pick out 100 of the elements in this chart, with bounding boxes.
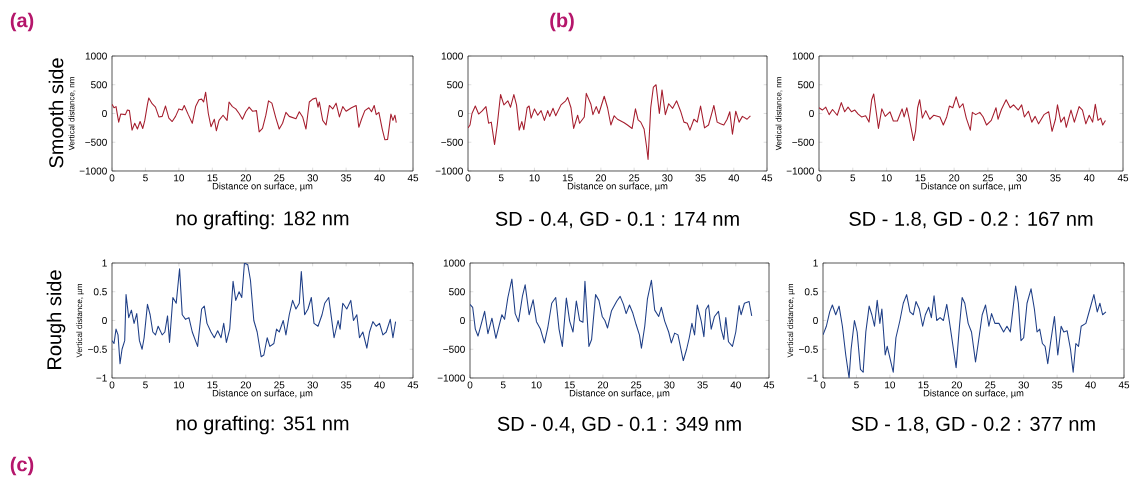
text: SD - 1.8, GD - 0.2 : 167 nm: [849, 211, 1093, 229]
x-tick-label: 5: [498, 174, 504, 182]
y-tick-label: −500: [443, 345, 465, 353]
text: no grafting: 182 nm: [176, 210, 349, 230]
y-tick-label: 1000: [85, 52, 107, 60]
x-tick-label: 25: [985, 381, 996, 389]
x-tick-label: 10: [881, 174, 892, 182]
text: SD - 0.4, GD - 0.1 : 174 nm: [495, 211, 739, 229]
x-tick-label: 35: [695, 174, 706, 182]
x-tick-label: 45: [1118, 381, 1130, 389]
y-tick-label: 500: [798, 81, 814, 89]
x-tick-label: 40: [1083, 174, 1095, 182]
text: (c): [10, 456, 34, 476]
y-axis-title: Vertical distance, nm: [68, 77, 76, 151]
x-tick-label: 40: [374, 381, 385, 389]
x-tick-label: 45: [1117, 174, 1129, 182]
y-tick-label: 1000: [443, 259, 465, 267]
x-tick-label: 10: [529, 174, 540, 182]
y-tick-label: −1000: [437, 374, 465, 382]
line-series: [112, 263, 397, 365]
y-tick-label: 0: [813, 316, 818, 325]
x-tick-label: 30: [662, 174, 673, 182]
y-tick-label: 0.5: [93, 288, 107, 296]
x-tick-label: 25: [274, 174, 285, 182]
x-tick-label: 25: [982, 174, 994, 182]
x-tick-label: 30: [307, 381, 318, 389]
y-tick-label: 0.5: [804, 288, 818, 296]
y-tick-label: −0.5: [88, 345, 107, 353]
x-tick-label: 20: [597, 381, 609, 389]
x-tick-label: 0: [820, 381, 826, 389]
x-tick-label: 5: [850, 174, 856, 182]
x-tick-label: 25: [629, 174, 640, 182]
x-tick-label: 35: [340, 381, 352, 389]
x-tick-label: 0: [109, 381, 115, 389]
x-tick-label: 40: [374, 174, 385, 182]
x-tick-label: 10: [531, 381, 542, 389]
x-tick-label: 20: [240, 381, 251, 389]
x-tick-label: 40: [730, 381, 741, 389]
x-tick-label: 45: [763, 381, 775, 389]
y-tick-label: −1: [807, 374, 818, 382]
text: (b): [550, 12, 574, 32]
x-tick-label: 40: [1085, 381, 1096, 389]
x-tick-label: 30: [307, 174, 318, 182]
y-tick-label: −500: [792, 138, 814, 146]
y-tick-label: 1: [813, 259, 818, 267]
x-tick-label: 10: [174, 381, 185, 389]
x-axis-title: Distance on surface, µm: [569, 389, 670, 399]
x-tick-label: 35: [340, 174, 352, 182]
x-tick-label: 15: [207, 174, 218, 182]
x-tick-label: 15: [918, 381, 929, 389]
x-tick-label: 0: [465, 174, 471, 182]
line-series: [468, 84, 751, 161]
x-tick-label: 20: [240, 174, 251, 182]
text: no grafting: 351 nm: [176, 415, 349, 435]
x-tick-label: 20: [951, 381, 962, 389]
y-tick-label: 0: [809, 109, 814, 118]
x-axis-title: Distance on surface, µm: [567, 182, 668, 192]
y-tick-label: −500: [441, 138, 463, 146]
x-tick-label: 45: [407, 174, 419, 182]
x-tick-label: 5: [143, 381, 148, 389]
text: Smooth side: [48, 58, 64, 168]
line-series: [112, 91, 397, 141]
y-tick-label: 0: [102, 316, 107, 325]
y-tick-label: −0.5: [799, 345, 818, 353]
x-tick-label: 5: [143, 174, 148, 182]
line-series: [823, 285, 1107, 378]
text: Rough side: [46, 270, 66, 369]
y-tick-label: 0: [102, 109, 107, 118]
x-tick-label: 25: [274, 381, 285, 389]
x-axis-title: Distance on surface, µm: [921, 182, 1021, 192]
y-tick-label: −1000: [786, 167, 814, 175]
x-tick-label: 20: [595, 174, 607, 182]
x-tick-label: 30: [1018, 381, 1029, 389]
text: SD - 0.4, GD - 0.1 : 349 nm: [497, 416, 741, 434]
text: SD - 1.8, GD - 0.2 : 377 nm: [851, 416, 1095, 434]
x-tick-label: 10: [885, 381, 896, 389]
x-tick-label: 35: [1050, 174, 1061, 182]
x-tick-label: 15: [562, 174, 573, 182]
y-axis-title: Vertical distance, µm: [787, 284, 795, 358]
y-tick-label: 0: [458, 109, 463, 118]
x-tick-label: 35: [697, 381, 708, 389]
x-tick-label: 15: [564, 381, 575, 389]
x-tick-label: 5: [854, 381, 859, 389]
x-tick-label: 30: [1016, 174, 1027, 182]
y-tick-label: −1: [96, 374, 107, 382]
x-tick-label: 40: [728, 174, 739, 182]
y-tick-label: −500: [85, 138, 107, 146]
x-tick-label: 20: [949, 174, 960, 182]
x-tick-label: 45: [407, 381, 419, 389]
line-series: [470, 278, 753, 362]
x-tick-label: 10: [174, 174, 185, 182]
line-series: [819, 93, 1106, 142]
x-tick-label: 15: [207, 381, 218, 389]
y-axis-title: Vertical distance, nm: [775, 77, 783, 151]
y-tick-label: 0: [460, 316, 465, 325]
y-axis-title: Vertical distance, µm: [76, 284, 84, 358]
y-tick-label: −1000: [435, 167, 463, 175]
x-tick-label: 5: [500, 381, 506, 389]
y-tick-label: 500: [91, 81, 107, 89]
y-tick-label: 1000: [792, 52, 814, 60]
